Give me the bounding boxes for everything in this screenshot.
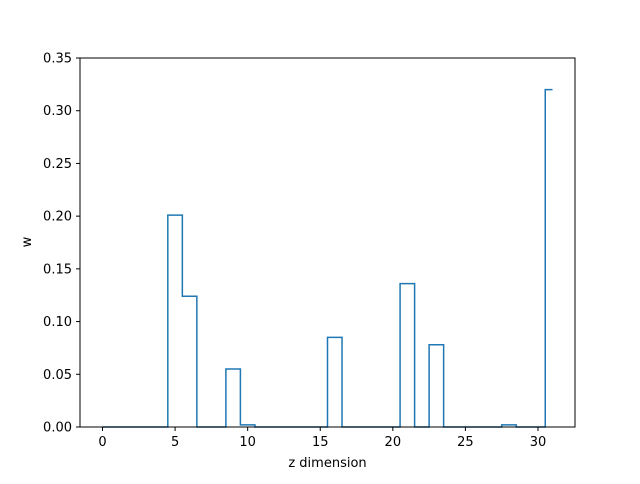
y-tick-label: 0.35	[43, 52, 72, 67]
y-axis-ticks: 0.00 0.05 0.10 0.15 0.20 0.25 0.30 0.35	[43, 52, 80, 436]
y-tick-label: 0.25	[43, 157, 72, 172]
y-tick-label: 0.00	[43, 421, 72, 436]
y-tick-label: 0.15	[43, 262, 72, 277]
y-tick-label: 0.20	[43, 210, 72, 225]
x-tick-label: 5	[171, 435, 179, 450]
x-tick-label: 20	[385, 435, 402, 450]
y-tick-label: 0.05	[43, 368, 72, 383]
x-tick-label: 10	[239, 435, 256, 450]
y-axis-label: w	[20, 236, 35, 247]
y-tick-label: 0.10	[43, 315, 72, 330]
x-axis-label: z dimension	[288, 456, 366, 471]
x-tick-label: 30	[530, 435, 547, 450]
x-tick-label: 25	[457, 435, 474, 450]
x-tick-label: 0	[98, 435, 106, 450]
x-tick-label: 15	[312, 435, 329, 450]
axes-frame	[79, 57, 576, 428]
y-tick-label: 0.30	[43, 104, 72, 119]
x-axis-ticks: 0 5 10 15 20 25 30	[98, 427, 546, 450]
